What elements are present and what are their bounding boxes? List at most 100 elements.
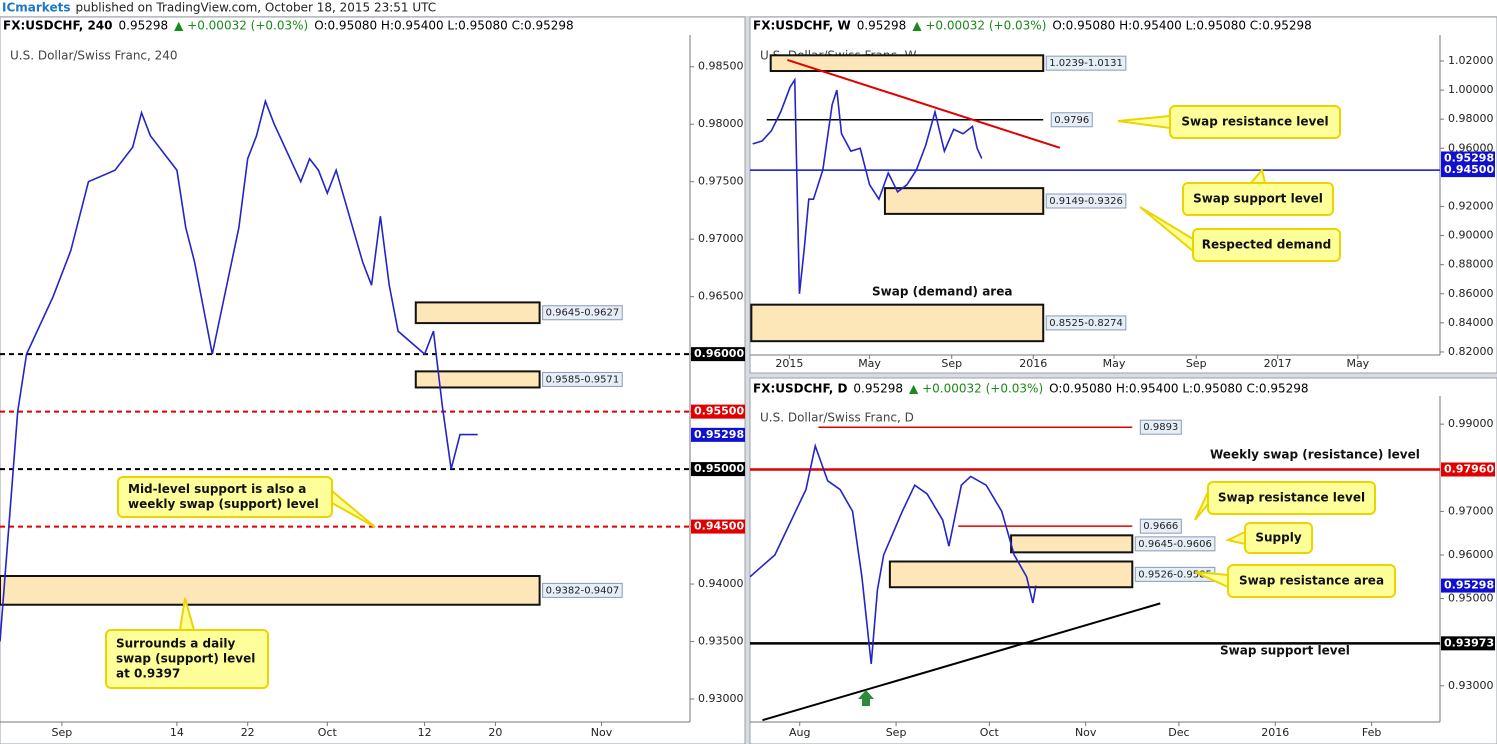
callout-text: Surrounds a daily bbox=[116, 637, 235, 651]
ohlc: O:0.95080 H:0.95400 L:0.95080 C:0.95298 bbox=[314, 19, 573, 33]
x-tick-label: 14 bbox=[170, 726, 184, 739]
zone-label: 0.9149-0.9326 bbox=[1049, 196, 1123, 207]
x-tick-label: Oct bbox=[318, 726, 338, 739]
x-tick-label: Sep bbox=[1186, 357, 1207, 370]
x-tick-label: 22 bbox=[241, 726, 255, 739]
price: 0.95298 bbox=[857, 19, 907, 33]
x-tick-label: 20 bbox=[488, 726, 502, 739]
y-tick-label: 0.94000 bbox=[698, 577, 744, 590]
zone bbox=[0, 575, 541, 606]
x-tick-label: 2016 bbox=[1019, 357, 1047, 370]
zone-label-box bbox=[1045, 55, 1127, 71]
trendline bbox=[762, 602, 1161, 722]
annotation-text: Swap support level bbox=[1220, 644, 1350, 658]
y-tick-label: 0.96000 bbox=[1448, 141, 1494, 154]
zone bbox=[888, 560, 1134, 589]
price-line bbox=[750, 443, 1037, 665]
price-tag-label: 0.95298 bbox=[1444, 151, 1494, 164]
callout-text: Swap resistance level bbox=[1181, 115, 1328, 129]
callout-box bbox=[1192, 228, 1341, 262]
level-label-box bbox=[1050, 112, 1093, 128]
price-axis bbox=[1440, 400, 1496, 722]
green-arrow bbox=[858, 690, 874, 706]
price-tag-label: 0.94500 bbox=[1444, 163, 1494, 176]
annotation-text: Swap (demand) area bbox=[872, 285, 1012, 299]
y-tick-label: 0.88000 bbox=[1448, 258, 1494, 271]
price-tag bbox=[691, 427, 745, 442]
y-tick-label: 1.02000 bbox=[1448, 54, 1494, 67]
callout-text: Swap resistance area bbox=[1239, 574, 1384, 588]
callout-text: Swap support level bbox=[1193, 192, 1323, 206]
y-tick-label: 0.96500 bbox=[698, 290, 744, 303]
level-label-box bbox=[1139, 419, 1182, 435]
y-tick-label: 0.98000 bbox=[1448, 112, 1494, 125]
price-line bbox=[0, 98, 478, 642]
change: ▲ +0.00032 (+0.03%) bbox=[174, 19, 308, 33]
zone bbox=[414, 301, 541, 325]
y-tick-label: 0.97000 bbox=[1448, 504, 1494, 517]
chart-title: U.S. Dollar/Swiss Franc, 240 bbox=[10, 49, 178, 63]
x-tick-label: Sep bbox=[941, 357, 962, 370]
callout-text: Supply bbox=[1255, 531, 1301, 545]
zone bbox=[1010, 534, 1134, 554]
callout-box bbox=[1227, 564, 1396, 598]
x-tick-label: Sep bbox=[52, 726, 73, 739]
price: 0.95298 bbox=[853, 382, 903, 396]
y-tick-label: 0.93000 bbox=[1448, 679, 1494, 692]
zone-label-box bbox=[542, 582, 623, 598]
trendline bbox=[787, 59, 1061, 149]
x-tick-label: Nov bbox=[591, 726, 613, 739]
plot bbox=[0, 98, 690, 642]
callout-text: at 0.9397 bbox=[116, 667, 180, 681]
level-label: 0.9666 bbox=[1143, 521, 1178, 532]
x-tick-label: May bbox=[1103, 357, 1126, 370]
chart-title: U.S. Dollar/Swiss Franc, D bbox=[760, 411, 914, 425]
x-tick-label: May bbox=[1346, 357, 1369, 370]
brand: ICmarkets bbox=[2, 1, 70, 15]
zone bbox=[750, 303, 1045, 343]
zone bbox=[883, 187, 1045, 215]
y-tick-label: 0.99000 bbox=[1448, 417, 1494, 430]
symbol: FX:USDCHF, D bbox=[753, 382, 847, 396]
price-tag-label: 0.93973 bbox=[1444, 636, 1494, 649]
y-tick-label: 0.96000 bbox=[1448, 548, 1494, 561]
price-tag-label: 0.95500 bbox=[694, 405, 744, 418]
price-tag bbox=[691, 462, 745, 477]
price-line bbox=[752, 77, 983, 294]
y-tick-label: 0.93500 bbox=[698, 635, 744, 648]
y-tick-label: 0.95000 bbox=[1448, 592, 1494, 605]
price: 0.95298 bbox=[119, 19, 169, 33]
x-tick-label: Feb bbox=[1362, 726, 1381, 739]
price-axis bbox=[1440, 38, 1496, 355]
symbol: FX:USDCHF, 240 bbox=[3, 19, 113, 33]
price-tag-label: 0.94500 bbox=[694, 520, 744, 533]
callout-box bbox=[1182, 182, 1334, 216]
price-tag-label: 0.97960 bbox=[1444, 463, 1494, 476]
zone-label: 0.9382-0.9407 bbox=[546, 585, 620, 596]
publish-info: published on TradingView.com, October 18… bbox=[75, 1, 436, 15]
callout-box bbox=[117, 476, 333, 518]
zone-label-box bbox=[1045, 193, 1127, 209]
y-tick-label: 0.97000 bbox=[698, 232, 744, 245]
price-tag-label: 0.95000 bbox=[694, 462, 744, 475]
x-tick-label: 2016 bbox=[1261, 726, 1289, 739]
zone-label: 1.0239-1.0131 bbox=[1049, 58, 1123, 69]
price-axis bbox=[690, 38, 744, 722]
y-tick-label: 0.84000 bbox=[1448, 316, 1494, 329]
zone-label-box bbox=[542, 305, 623, 321]
price-tag bbox=[1441, 462, 1495, 477]
y-tick-label: 0.82000 bbox=[1448, 345, 1494, 358]
zone-label: 0.9585-0.9571 bbox=[546, 374, 620, 385]
level-label-box bbox=[1139, 518, 1182, 534]
zone bbox=[414, 370, 541, 389]
ohlc: O:0.95080 H:0.95400 L:0.95080 C:0.95298 bbox=[1052, 19, 1311, 33]
y-tick-label: 0.90000 bbox=[1448, 229, 1494, 242]
y-tick-label: 0.93000 bbox=[698, 692, 744, 705]
callout-box bbox=[105, 629, 269, 689]
price-tag bbox=[1441, 636, 1495, 651]
y-tick-label: 0.92000 bbox=[1448, 199, 1494, 212]
callout-box bbox=[1244, 522, 1313, 554]
symbol: FX:USDCHF, W bbox=[753, 19, 851, 33]
zone-label-box bbox=[542, 371, 623, 387]
